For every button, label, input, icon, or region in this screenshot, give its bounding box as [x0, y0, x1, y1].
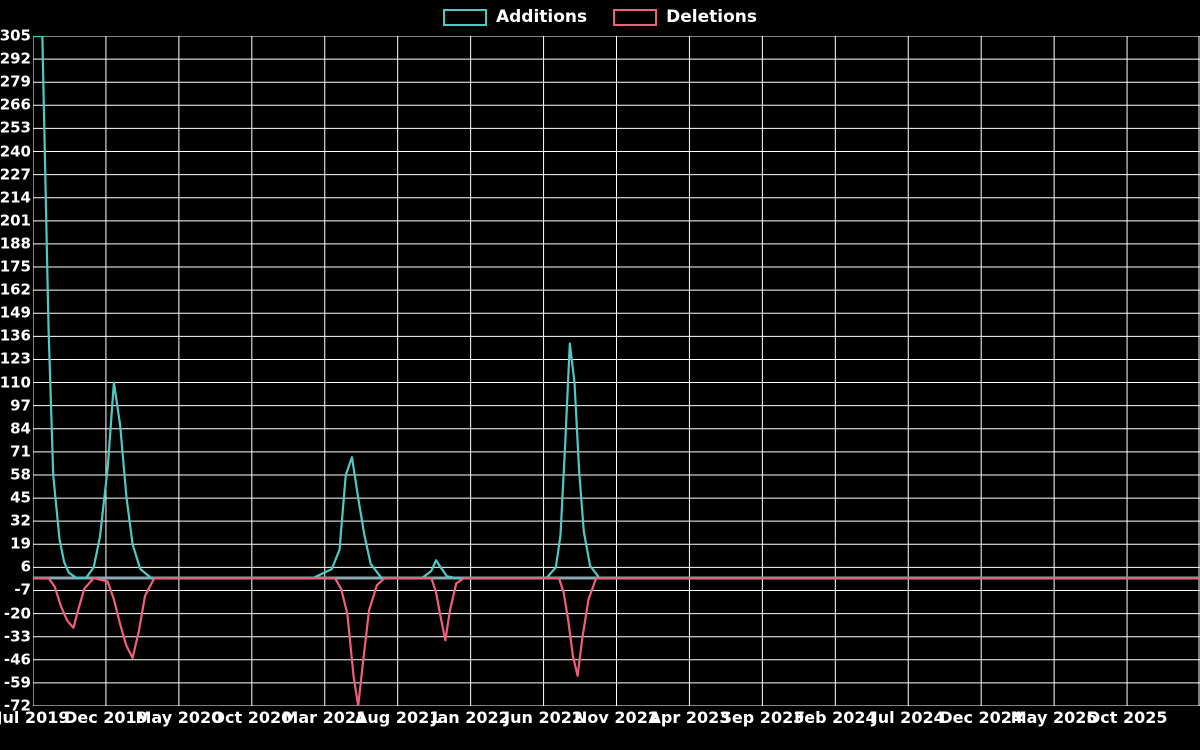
y-tick-label: 110	[0, 373, 31, 392]
x-tick-label: Dec 2019	[64, 708, 148, 727]
y-tick-label: 71	[10, 442, 31, 461]
y-tick-label: -7	[14, 580, 31, 599]
y-tick-label: 253	[0, 118, 31, 137]
plot-svg	[33, 36, 1200, 706]
y-tick-label: 84	[10, 419, 31, 438]
x-tick-label: Jan 2022	[431, 708, 510, 727]
y-tick-label: 97	[10, 396, 31, 415]
series-line-additions	[33, 36, 1200, 580]
y-tick-label: 214	[0, 188, 31, 207]
y-tick-label: 32	[10, 511, 31, 530]
data-series	[33, 36, 1200, 706]
y-tick-label: -33	[3, 627, 31, 646]
y-tick-label: -20	[3, 604, 31, 623]
x-tick-label: Jul 2019	[0, 708, 70, 727]
y-tick-label: -59	[3, 673, 31, 692]
x-tick-label: Jul 2024	[871, 708, 945, 727]
y-tick-label: 6	[20, 557, 31, 576]
x-tick-label: Feb 2024	[793, 708, 877, 727]
x-tick-label: Apr 2023	[648, 708, 731, 727]
legend-item-additions[interactable]: Additions	[442, 7, 588, 27]
y-tick-label: 279	[0, 72, 31, 91]
legend-swatch-additions	[442, 8, 487, 26]
y-tick-label: 58	[10, 465, 31, 484]
legend-item-deletions[interactable]: Deletions	[613, 7, 757, 27]
y-tick-label: 188	[0, 234, 31, 253]
y-tick-label: 266	[0, 95, 31, 114]
x-tick-label: Sep 2023	[720, 708, 805, 727]
x-tick-label: Dec 2024	[939, 708, 1024, 727]
y-tick-label: -72	[3, 696, 31, 715]
chart-legend: Additions Deletions	[0, 0, 1200, 34]
y-tick-label: 201	[0, 211, 31, 230]
y-tick-label: 240	[0, 142, 31, 161]
y-tick-label: 292	[0, 49, 31, 68]
y-tick-label: 149	[0, 303, 31, 322]
y-tick-label: 175	[0, 257, 31, 276]
x-tick-label: Oct 2020	[211, 708, 293, 727]
y-axis: 305 292 279 266 253 240 227 214 201 188 175 162 149 1…	[0, 28, 31, 713]
y-tick-label: -46	[3, 650, 31, 669]
x-tick-label: Oct 2025	[1086, 708, 1168, 727]
legend-label-deletions: Deletions	[666, 7, 758, 27]
y-tick-label: 227	[0, 165, 31, 184]
x-tick-label: Mar 2021	[282, 708, 368, 727]
y-tick-label: 136	[0, 326, 31, 345]
x-tick-label: Jun 2022	[504, 708, 583, 727]
y-tick-label: 305	[0, 26, 31, 45]
vertical-gridlines	[33, 36, 1200, 706]
plot-area	[33, 36, 1200, 706]
x-tick-label: May 2025	[1010, 708, 1098, 727]
horizontal-gridlines	[33, 36, 1200, 706]
y-tick-label: 162	[0, 280, 31, 299]
y-tick-label: 19	[10, 534, 31, 553]
x-tick-label: Aug 2021	[355, 708, 441, 727]
x-tick-label: Nov 2022	[574, 708, 659, 727]
x-axis: Jul 2019 Dec 2019 May 2020 Oct 2020 Mar 2021…	[0, 708, 1200, 750]
x-tick-label: May 2020	[135, 708, 223, 727]
legend-swatch-deletions	[613, 8, 658, 26]
legend-label-additions: Additions	[495, 7, 588, 27]
y-tick-label: 45	[10, 488, 31, 507]
y-tick-label: 123	[0, 349, 31, 368]
series-line-deletions	[33, 576, 1200, 706]
